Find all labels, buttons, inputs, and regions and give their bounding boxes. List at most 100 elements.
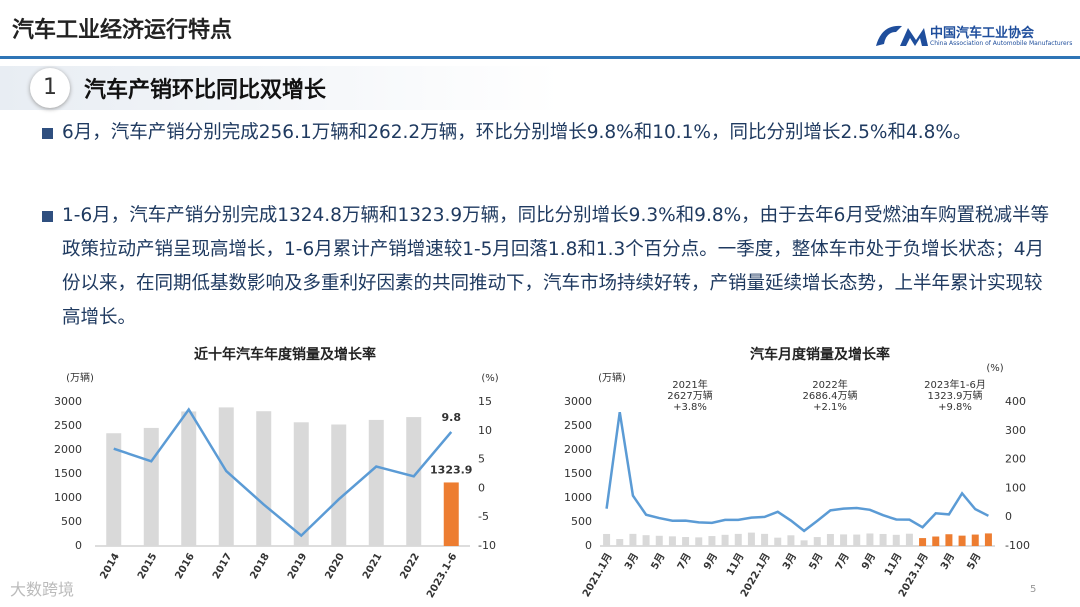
- x-tick-label: 2017: [211, 551, 234, 581]
- section-band: [0, 66, 560, 110]
- bar: [368, 419, 384, 546]
- y-tick-label: 3000: [564, 395, 592, 408]
- x-tick-label: 2020: [323, 551, 346, 581]
- y2-tick-label: 5: [478, 453, 485, 466]
- bar: [932, 536, 940, 546]
- annotation: 1323.9万辆: [928, 389, 983, 402]
- y2-tick-label: -100: [1005, 539, 1030, 552]
- section-title: 汽车产销环比同比双增长: [84, 78, 327, 103]
- annotation: +9.8%: [938, 402, 972, 413]
- y-tick-label: 2500: [54, 419, 82, 432]
- annotation: 2023年1-6月: [924, 378, 986, 391]
- x-tick-label: 2019: [286, 551, 309, 581]
- bar: [813, 537, 821, 546]
- bar: [616, 539, 624, 546]
- y2-tick-label: 15: [478, 395, 492, 408]
- y2-axis-label: (%): [481, 373, 498, 384]
- y-tick-label: 3000: [54, 395, 82, 408]
- annotation: 2022年: [812, 378, 847, 391]
- bar: [603, 533, 611, 546]
- annotation: 2627万辆: [667, 389, 712, 402]
- y-tick-label: 2500: [564, 419, 592, 432]
- x-tick-label: 5月: [965, 551, 984, 572]
- y2-tick-label: -10: [478, 539, 496, 552]
- x-tick-label: 2018: [248, 551, 271, 581]
- y2-tick-label: 400: [1005, 395, 1026, 408]
- y-tick-label: 500: [571, 515, 592, 528]
- chart-title: 汽车月度销量及增长率: [750, 346, 890, 363]
- line: [113, 407, 453, 538]
- data-label: 1323.9: [430, 463, 472, 476]
- page-title: 汽车工业经济运行特点: [12, 18, 233, 43]
- bar: [853, 534, 861, 546]
- bar: [879, 533, 887, 546]
- x-tick-label: 2021: [361, 551, 384, 581]
- x-tick-label: 9月: [859, 551, 878, 572]
- x-tick-label: 7月: [675, 551, 694, 572]
- x-tick-label: 7月: [833, 551, 852, 572]
- watermark: 大数跨境: [10, 580, 75, 599]
- bar: [892, 534, 900, 546]
- x-tick-label: 2014: [98, 551, 121, 581]
- bar: [181, 411, 197, 546]
- y2-tick-label: 0: [1005, 510, 1012, 523]
- bullet-text: 1-6月，汽车产销分别完成1324.8万辆和1323.9万辆，同比分别增长9.3…: [62, 205, 1049, 328]
- y-tick-label: 2000: [564, 443, 592, 456]
- bar: [629, 533, 637, 546]
- y2-tick-label: 100: [1005, 481, 1026, 494]
- bar: [443, 482, 459, 546]
- bullet-marker: [42, 211, 53, 222]
- y2-tick-label: 200: [1005, 453, 1026, 466]
- bar: [761, 533, 769, 546]
- bar: [905, 533, 913, 546]
- logo-mark: [876, 25, 928, 46]
- annotation: 2021年: [672, 378, 707, 391]
- y-axis-label: (万辆): [598, 371, 626, 384]
- y-tick-label: 500: [61, 515, 82, 528]
- x-tick-label: 2021.1月: [580, 551, 615, 599]
- bar: [919, 538, 927, 546]
- header-rule: [0, 56, 1080, 59]
- data-label: 9.8: [442, 411, 462, 424]
- bar: [747, 532, 755, 546]
- bar: [331, 424, 347, 546]
- bar: [787, 535, 795, 546]
- chart-title: 近十年汽车年度销量及增长率: [194, 346, 376, 363]
- bullet-marker: [42, 128, 53, 139]
- y-tick-label: 1500: [564, 467, 592, 480]
- logo-subtext: China Association of Automobile Manufact…: [930, 40, 1073, 47]
- bar: [668, 536, 676, 546]
- bar: [866, 533, 874, 546]
- bar: [256, 411, 272, 546]
- bar: [293, 422, 309, 546]
- y-tick-label: 1000: [564, 491, 592, 504]
- x-tick-label: 5月: [807, 551, 826, 572]
- bar: [840, 534, 848, 546]
- bar: [945, 534, 953, 546]
- x-tick-label: 5月: [649, 551, 668, 572]
- bar: [682, 537, 690, 546]
- bar: [800, 540, 808, 546]
- bar: [774, 537, 782, 546]
- bar: [826, 533, 834, 546]
- section-number: 1: [30, 68, 70, 108]
- annotation: 2686.4万辆: [803, 389, 858, 402]
- y2-tick-label: 0: [478, 481, 485, 494]
- bar: [958, 535, 966, 546]
- annotation: +3.8%: [673, 402, 707, 413]
- bar: [655, 535, 663, 546]
- x-tick-label: 2015: [136, 551, 159, 581]
- bar: [143, 427, 159, 546]
- y-axis-label: (万辆): [66, 371, 94, 384]
- bar: [695, 537, 703, 546]
- x-tick-label: 2023.1-6: [425, 551, 459, 600]
- bar: [971, 534, 979, 546]
- x-tick-label: 2022: [398, 551, 421, 581]
- x-tick-label: 3月: [780, 551, 799, 572]
- bullet-text: 6月，汽车产销分别完成256.1万辆和262.2万辆，环比分别增长9.8%和10…: [62, 122, 972, 143]
- x-tick-label: 11月: [882, 551, 904, 578]
- logo-text: 中国汽车工业协会: [930, 26, 1035, 41]
- x-tick-label: 2016: [173, 551, 196, 581]
